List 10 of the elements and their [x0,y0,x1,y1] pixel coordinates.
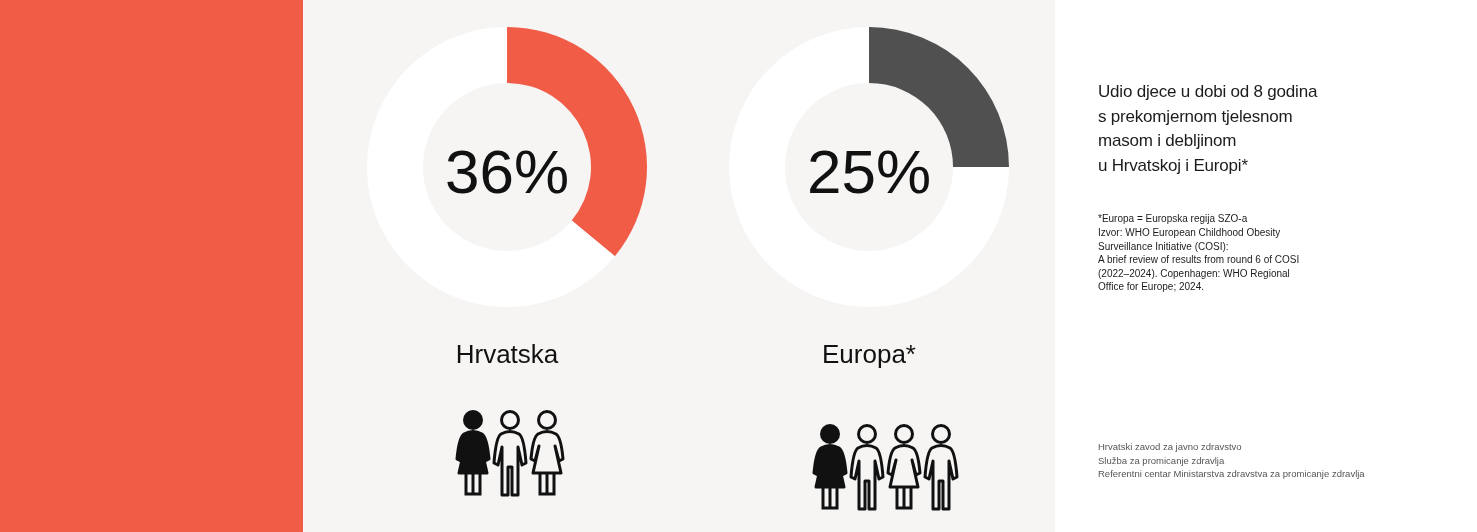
donut-slice [367,27,615,307]
text: Europa* [821,338,917,370]
text: Izvor: WHO European Childhood Obesity Surveillance Initiative (COSI): A brief review of results from round 6 of COSI (2022–2024). Copenhagen: WHO Regional Office for Europe; 2024. [1098,226,1300,294]
text: *Europa = Europska regija SZO-a [1098,212,1248,226]
text: Udio djece u dobi od 8 godina s prekomjernom tjelesnom masom i debljinom u Hrvatskoj i Europi* [1098,81,1318,177]
text: Hrvatska [454,338,560,370]
donut-slice [729,27,1009,307]
text: Hrvatski zavod za javno zdravstvo Služba za promicanje zdravlja Referentni centar Ministarstva zdravstva za promicanje zdravlja [1098,440,1365,481]
text: 36% [444,136,570,206]
text: 25% [806,136,932,206]
